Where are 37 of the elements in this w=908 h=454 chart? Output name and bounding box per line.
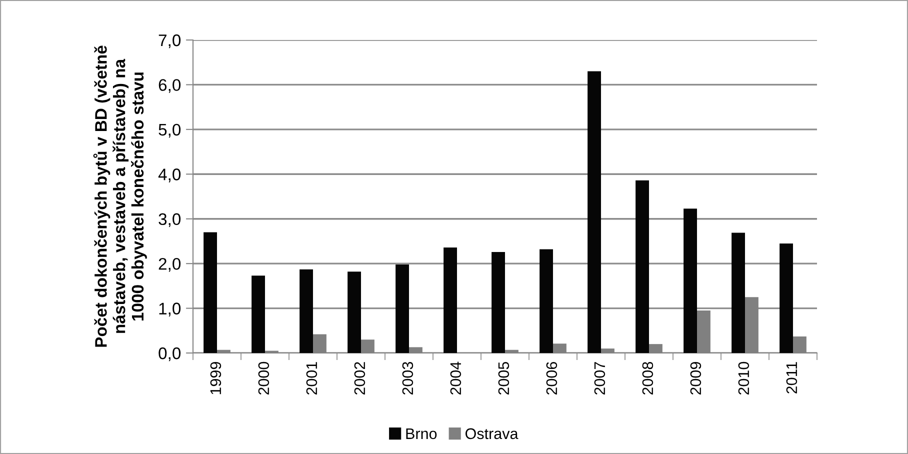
x-tick-label: 2011	[786, 362, 798, 394]
x-tick-label: 1999	[210, 362, 222, 394]
y-tick-label: 6,0	[158, 79, 181, 93]
x-tick-label: 2003	[402, 362, 414, 395]
y-tick-label: 2,0	[158, 258, 181, 272]
legend-label: Brno	[406, 428, 437, 440]
bar	[444, 247, 457, 353]
x-tick-label: 2010	[738, 362, 750, 395]
bar	[588, 71, 601, 353]
bar	[636, 180, 649, 353]
y-tick-label: 5,0	[158, 124, 181, 138]
bar	[540, 249, 553, 353]
bar	[396, 264, 409, 353]
y-tick-label: 0,0	[158, 347, 181, 362]
y-tick-label: 1,0	[159, 302, 181, 316]
x-tick-label: 2006	[546, 362, 558, 395]
x-tick-label: 2004	[450, 362, 462, 395]
bar	[492, 252, 505, 353]
y-axis-title: Počet dokončených bytů v BD (včetně nástaveb, vestaveb a přístaveb) na 1000 obyvatel konečného stavu	[93, 46, 147, 347]
bar	[348, 272, 361, 353]
bar	[732, 232, 745, 353]
y-tick-label: 7,0	[158, 34, 181, 48]
bar	[780, 243, 793, 353]
x-tick-label: 2005	[498, 362, 510, 395]
bar	[204, 232, 217, 353]
x-tick-label: 2007	[594, 362, 606, 395]
bar	[300, 269, 313, 353]
bar	[252, 276, 265, 353]
x-tick-label: 2009	[690, 362, 702, 395]
x-tick-label: 2001	[306, 362, 318, 395]
y-tick-label: 4,0	[158, 168, 181, 182]
x-tick-label: 2002	[354, 362, 366, 395]
legend-label: Ostrava	[466, 428, 518, 440]
x-tick-label: 2008	[642, 362, 654, 395]
y-tick-label: 3,0	[158, 213, 181, 228]
x-tick-label: 2000	[258, 362, 270, 395]
bar	[684, 208, 697, 353]
